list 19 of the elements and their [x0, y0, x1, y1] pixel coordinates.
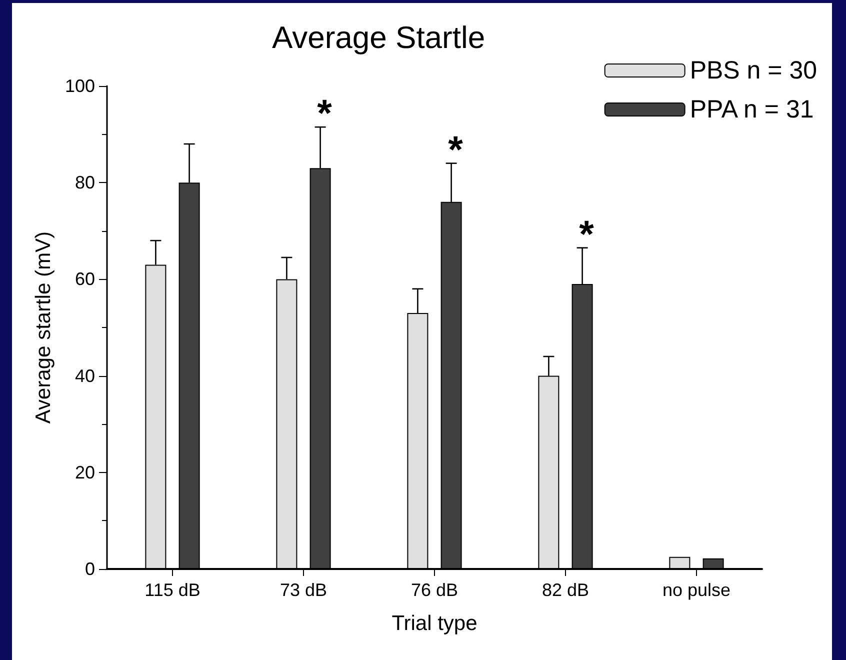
annotation: *: [448, 129, 464, 172]
x-tick-label: 76 dB: [410, 580, 458, 600]
y-axis-title: Average startle (mV): [32, 231, 56, 424]
chart-title: Average Startle: [272, 20, 486, 55]
y-tick-label: 60: [74, 269, 95, 290]
x-axis-title: Trial type: [392, 612, 478, 635]
x-tick-label: 115 dB: [144, 580, 200, 600]
annotation: *: [317, 93, 332, 136]
x-tick-label: 82 dB: [542, 580, 590, 600]
y-tick-label: 80: [74, 172, 95, 193]
y-tick-label: 20: [74, 462, 95, 482]
y-tick-label: 0: [84, 559, 95, 579]
y-tick-label: 100: [64, 76, 95, 96]
annotation: *: [579, 214, 594, 256]
x-tick-label: no pulse: [662, 580, 731, 600]
x-tick-label: 73 dB: [280, 580, 328, 600]
legend-label: PBS n = 30: [690, 56, 818, 84]
legend-label: PPA n = 31: [690, 96, 814, 124]
y-tick-label: 40: [74, 366, 95, 386]
